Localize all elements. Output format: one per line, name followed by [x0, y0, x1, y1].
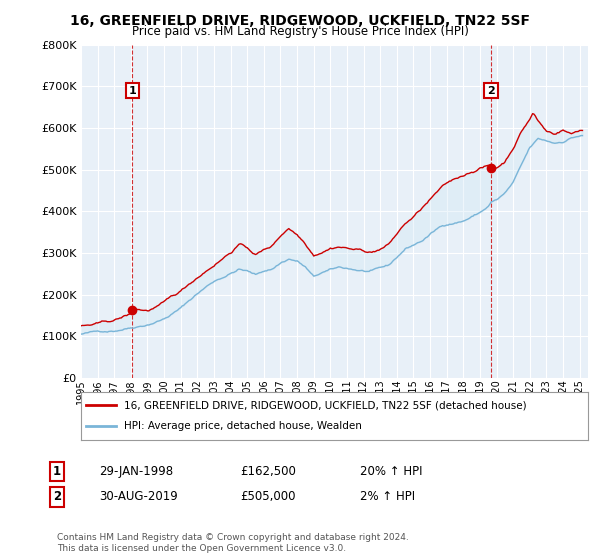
- Text: 2% ↑ HPI: 2% ↑ HPI: [360, 490, 415, 503]
- Text: 2: 2: [53, 490, 61, 503]
- Text: Contains HM Land Registry data © Crown copyright and database right 2024.
This d: Contains HM Land Registry data © Crown c…: [57, 533, 409, 553]
- Text: 29-JAN-1998: 29-JAN-1998: [99, 465, 173, 478]
- Text: 2: 2: [487, 86, 495, 96]
- Text: 1: 1: [128, 86, 136, 96]
- Text: £162,500: £162,500: [240, 465, 296, 478]
- Text: Price paid vs. HM Land Registry's House Price Index (HPI): Price paid vs. HM Land Registry's House …: [131, 25, 469, 38]
- Text: 1: 1: [53, 465, 61, 478]
- Text: £505,000: £505,000: [240, 490, 296, 503]
- Text: 30-AUG-2019: 30-AUG-2019: [99, 490, 178, 503]
- Text: HPI: Average price, detached house, Wealden: HPI: Average price, detached house, Weal…: [124, 421, 362, 431]
- Text: 16, GREENFIELD DRIVE, RIDGEWOOD, UCKFIELD, TN22 5SF: 16, GREENFIELD DRIVE, RIDGEWOOD, UCKFIEL…: [70, 14, 530, 28]
- Text: 16, GREENFIELD DRIVE, RIDGEWOOD, UCKFIELD, TN22 5SF (detached house): 16, GREENFIELD DRIVE, RIDGEWOOD, UCKFIEL…: [124, 400, 527, 410]
- Text: 20% ↑ HPI: 20% ↑ HPI: [360, 465, 422, 478]
